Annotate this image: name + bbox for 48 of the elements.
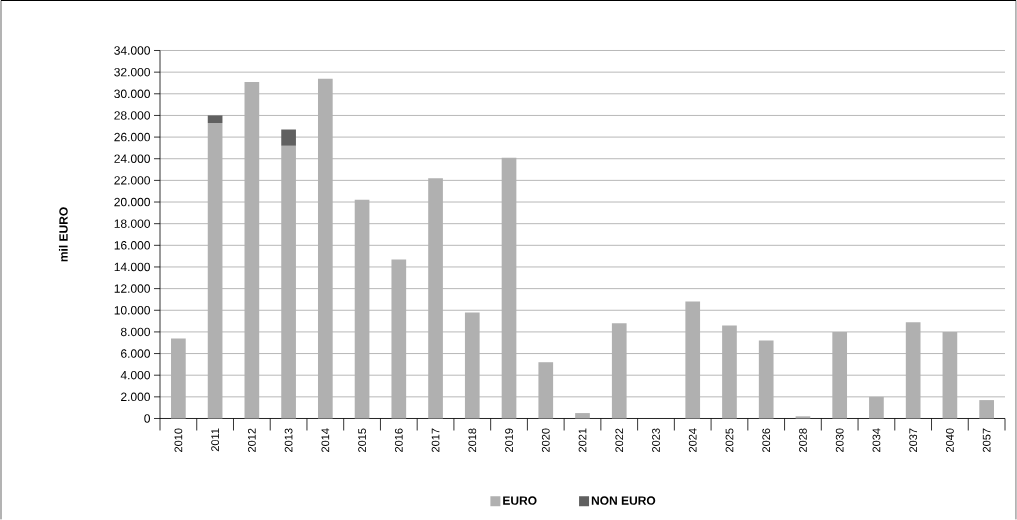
- y-tick-label: 4.000: [120, 371, 151, 380]
- y-tick-label: 14.000: [114, 262, 150, 272]
- y-tick-label: 12.000: [114, 284, 150, 293]
- y-tick-label: 34.000: [114, 46, 150, 55]
- x-tick-label: 2034: [872, 428, 881, 453]
- y-tick-label: 20.000: [114, 197, 150, 207]
- y-tick-label: 10.000: [114, 306, 150, 315]
- y-tick-label: 18.000: [114, 219, 150, 229]
- x-tick-label: 2057: [982, 428, 991, 453]
- y-tick-label: 16.000: [114, 241, 150, 250]
- y-tick-label: 8.000: [120, 327, 151, 337]
- x-tick-label: 2023: [652, 428, 660, 453]
- legend-label: NON EURO: [591, 496, 656, 505]
- y-tick-label: 30.000: [114, 89, 150, 99]
- bar: [575, 413, 590, 419]
- y-tick-label: 0: [144, 414, 151, 423]
- y-tick-label: 2.000: [121, 392, 151, 402]
- x-tick-label: 2016: [394, 428, 403, 453]
- x-tick-label: 2018: [468, 428, 477, 453]
- x-tick-label: 2024: [688, 428, 697, 453]
- y-tick-label: 32.000: [114, 67, 150, 77]
- x-tick-label: 2012: [247, 428, 256, 453]
- legend-label: EURO: [503, 496, 537, 505]
- x-tick-label: 2013: [284, 428, 293, 453]
- x-tick-label: 2015: [358, 428, 366, 453]
- y-tick-label: 6.000: [121, 349, 151, 358]
- x-tick-label: 2028: [799, 428, 807, 453]
- y-tick-label: 22.000: [114, 176, 150, 185]
- x-tick-label: 2022: [615, 428, 624, 453]
- x-tick-label: 2010: [174, 428, 183, 453]
- x-tick-label: 2040: [946, 428, 954, 453]
- bar: [979, 400, 994, 419]
- bar: [207, 115, 223, 124]
- x-tick-label: 2025: [725, 428, 734, 453]
- x-tick-label: 2021: [578, 428, 587, 453]
- y-tick-label: 24.000: [114, 154, 150, 164]
- x-tick-label: 2020: [541, 428, 550, 453]
- x-tick-label: 2017: [431, 428, 440, 453]
- x-tick-label: 2026: [762, 428, 771, 453]
- y-tick-label: 28.000: [114, 111, 150, 120]
- y-axis-title: mil EURO: [58, 207, 68, 262]
- x-tick-label: 2030: [835, 428, 844, 453]
- x-tick-label: 2037: [909, 428, 918, 453]
- y-tick-label: 26.000: [114, 132, 150, 142]
- x-tick-label: 2011: [211, 428, 220, 452]
- bar: [281, 129, 296, 146]
- x-tick-label: 2019: [505, 428, 513, 453]
- x-tick-label: 2014: [321, 428, 330, 453]
